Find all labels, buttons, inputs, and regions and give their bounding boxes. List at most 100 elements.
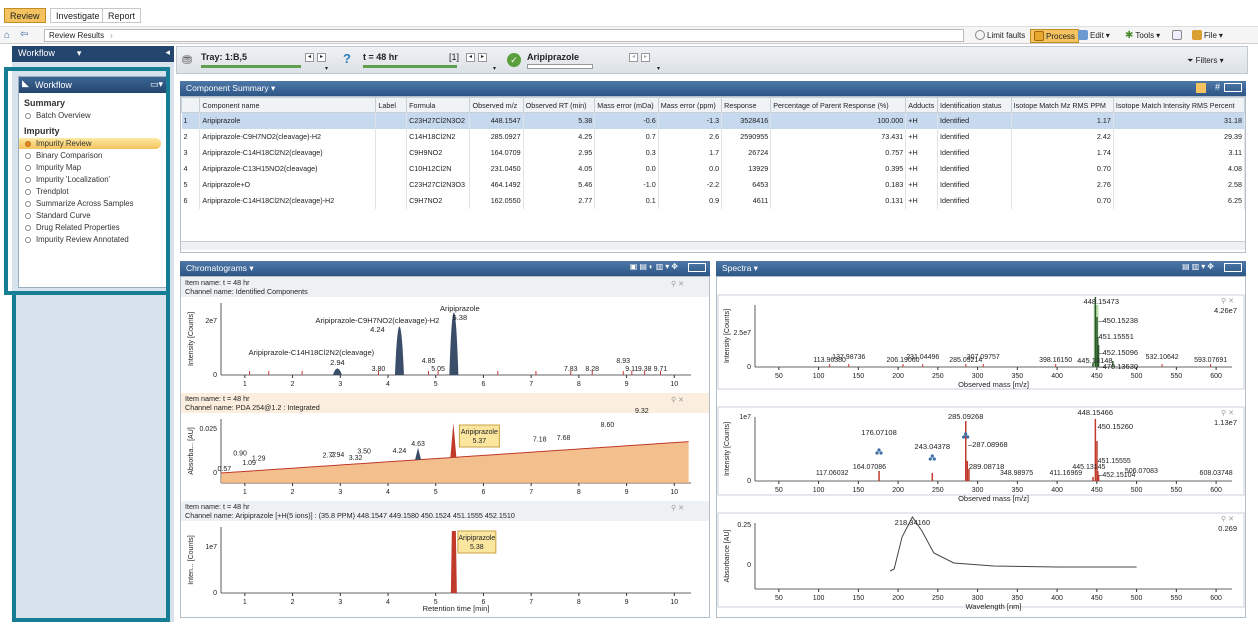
chevron-down-icon[interactable]: ▾ <box>753 263 758 273</box>
peak-label: 307.09757 <box>967 354 1000 361</box>
table-cell: 0.70 <box>1011 160 1114 177</box>
window-controls-icon[interactable] <box>1224 263 1242 272</box>
table-cell <box>375 144 408 161</box>
chevron-down-icon[interactable]: ▾ <box>657 66 661 72</box>
chromatogram-peak[interactable] <box>415 447 422 460</box>
next-compound-button[interactable]: ▸ <box>641 53 650 62</box>
x-tick-label: 4 <box>386 381 390 388</box>
breadcrumb-text: Review Results <box>49 31 105 40</box>
tab-review[interactable]: Review <box>4 8 46 23</box>
spectra-toolbar-icons[interactable]: ▤▥▾✥ <box>1182 262 1216 271</box>
process-button[interactable]: Process <box>1030 29 1079 43</box>
home-icon[interactable]: ⌂ <box>4 30 11 41</box>
table-cell: +H <box>905 144 938 161</box>
column-header[interactable]: Percentage of Parent Response (%) <box>770 97 907 113</box>
structure-marker-icon <box>930 454 934 458</box>
component-summary-title[interactable]: Component Summary <box>186 83 269 93</box>
column-header[interactable]: Label <box>375 97 408 113</box>
workflow-item-impurity-review[interactable]: Impurity Review <box>19 138 161 149</box>
prev-tray-button[interactable]: ◂ <box>305 53 314 62</box>
grid-icon[interactable]: # <box>1214 82 1220 92</box>
column-header[interactable]: Isotope Match Intensity RMS Percent <box>1112 97 1246 113</box>
channel-name: Channel name: Identified Components <box>185 287 308 296</box>
column-header[interactable]: Component name <box>199 97 377 113</box>
file-menu[interactable]: File ▾ <box>1192 30 1223 40</box>
column-header[interactable]: Response <box>721 97 772 113</box>
horizontal-scrollbar[interactable] <box>181 241 1245 250</box>
window-controls-icon[interactable] <box>1224 83 1242 92</box>
peak-label: 9.11 <box>625 366 638 373</box>
tab-investigate[interactable]: Investigate <box>50 8 106 23</box>
spectra-title[interactable]: Spectra <box>722 263 752 273</box>
uv-spectrum-trace[interactable] <box>889 516 1137 572</box>
table-view-icon[interactable] <box>1196 83 1206 93</box>
chromatogram-peak[interactable] <box>449 312 459 376</box>
radio-icon <box>25 213 31 219</box>
chromatogram-toolbar-icons[interactable]: ▣▤◐▥▾✥ <box>629 262 680 271</box>
table-row[interactable]: 1 Aripiprazole C23H27Cl2N3O2 448.1547 5.38 -0… <box>181 112 1246 129</box>
table-cell: Identified <box>937 128 1012 145</box>
column-header[interactable]: Mass error (ppm) <box>657 97 723 113</box>
chromatograms-title[interactable]: Chromatograms <box>186 263 247 273</box>
table-row[interactable]: 4 Aripiprazole-C13H15NO2(cleavage) C10H12C… <box>181 160 1246 177</box>
spectra-plots[interactable]: ⚲ ✕ Intensity [Counts] 50 100 150 200 250 300 35… <box>717 277 1245 617</box>
chevron-down-icon[interactable]: ▾ <box>493 66 497 72</box>
x-tick-label: 450 <box>1091 487 1103 494</box>
workflow-item-standard-curve[interactable]: Standard Curve <box>19 210 161 221</box>
back-arrow-icon[interactable]: ⇦ <box>20 29 29 40</box>
breadcrumb[interactable]: Review Results › <box>44 29 964 42</box>
edit-menu[interactable]: Edit ▾ <box>1078 30 1110 40</box>
workflow-item-binary-comparison[interactable]: Binary Comparison <box>19 150 161 161</box>
table-cell: 0.3 <box>594 144 659 161</box>
workflow-item-trendplot[interactable]: Trendplot <box>19 186 161 197</box>
chromatogram-peak[interactable] <box>450 531 457 593</box>
window-layout-button[interactable] <box>1172 30 1182 40</box>
chromatogram-peak[interactable] <box>450 423 457 458</box>
peak-callout[interactable] <box>457 530 497 554</box>
tab-report[interactable]: Report <box>102 8 142 23</box>
column-header[interactable]: Isotope Match Mz RMS PPM <box>1010 97 1114 113</box>
next-tray-button[interactable]: ▸ <box>317 53 326 62</box>
menu-bar: Review Investigate Report <box>0 0 1258 26</box>
prev-sample-button[interactable]: ◂ <box>466 53 475 62</box>
chromatogram-peak[interactable] <box>332 368 342 376</box>
chevron-down-icon: ▾ <box>76 48 82 58</box>
column-header[interactable]: Mass error (mDa) <box>594 97 659 113</box>
plot-controls-icon: ⚲ ✕ <box>1221 409 1234 417</box>
column-header[interactable]: Identification status <box>936 97 1012 113</box>
x-tick-label: 4 <box>386 599 390 606</box>
table-row[interactable]: 5 Aripiprazole+O C23H27Cl2N3O3 464.1492 5.46… <box>181 176 1246 193</box>
column-header[interactable]: Adducts <box>905 97 938 113</box>
table-row[interactable]: 2 Aripiprazole-C9H7NO2(cleavage)-H2 C14H18… <box>181 128 1246 145</box>
column-header[interactable] <box>180 97 201 113</box>
column-header[interactable]: Observed m/z <box>469 97 524 113</box>
table-cell: 4611 <box>721 192 772 209</box>
peak-label: 218.34160 <box>895 518 930 527</box>
workflow-item-impurity-review-annotated[interactable]: Impurity Review Annotated <box>19 234 161 245</box>
workflow-header[interactable]: Workflow ▾ ◂ <box>12 46 174 62</box>
limit-faults-button[interactable]: Limit faults <box>975 30 1025 40</box>
collapse-icon[interactable]: ◂ <box>165 47 170 57</box>
window-controls-icon[interactable] <box>688 263 706 272</box>
workflow-item-summarize-across-samples[interactable]: Summarize Across Samples <box>19 198 161 209</box>
peak-callout[interactable] <box>458 424 500 448</box>
column-header[interactable]: Observed RT (min) <box>522 97 596 113</box>
filters-button[interactable]: ⏷ Filters ▾ <box>1187 56 1224 65</box>
chevron-down-icon[interactable]: ▾ <box>249 263 254 273</box>
chromatogram-peak[interactable] <box>394 326 404 376</box>
workflow-item-impurity-map[interactable]: Impurity Map <box>19 162 161 173</box>
chevron-down-icon[interactable]: ▾ <box>271 83 276 93</box>
workflow-item-drug-related-properties[interactable]: Drug Related Properties <box>19 222 161 233</box>
panel-menu-icon[interactable]: ▭▾ <box>149 79 163 89</box>
prev-compound-button[interactable]: ◂ <box>629 53 638 62</box>
radio-icon <box>25 153 31 159</box>
workflow-item-batch-overview[interactable]: Batch Overview <box>19 110 161 121</box>
table-row[interactable]: 6 Aripiprazole-C14H18Cl2N2(cleavage)-H2 C9… <box>181 192 1246 209</box>
tools-menu[interactable]: ✱ Tools ▾ <box>1125 30 1160 41</box>
next-sample-button[interactable]: ▸ <box>478 53 487 62</box>
chevron-down-icon[interactable]: ▾ <box>325 66 329 72</box>
table-row[interactable]: 3 Aripiprazole-C14H18Cl2N2(cleavage) C9H9N… <box>181 144 1246 161</box>
column-header[interactable]: Formula <box>406 97 471 113</box>
workflow-item-impurity-localization[interactable]: Impurity 'Localization' <box>19 174 161 185</box>
